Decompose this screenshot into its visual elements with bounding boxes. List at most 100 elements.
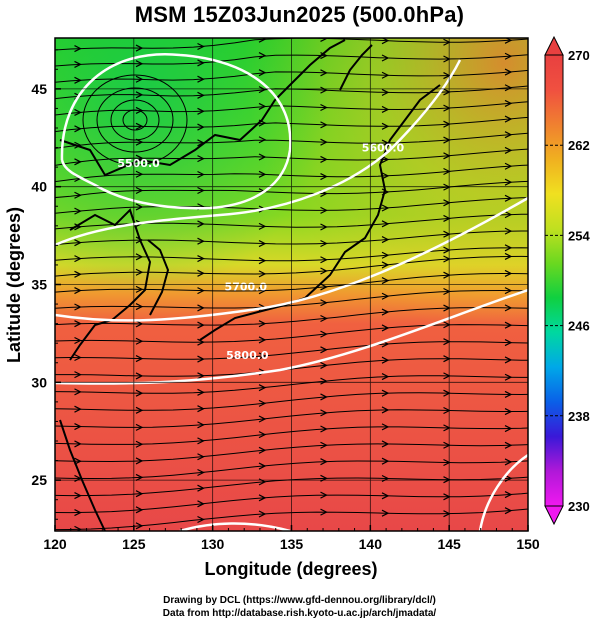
streamline-arrow <box>320 425 328 433</box>
chart-title: MSM 15Z03Jun2025 (500.0hPa) <box>134 2 465 27</box>
streamline-arrow <box>258 415 267 423</box>
streamline-arrow <box>381 122 390 130</box>
y-tick-label: 30 <box>31 374 47 390</box>
streamline-arrow <box>197 372 205 380</box>
streamline-arrow <box>74 207 82 215</box>
contour-5700 <box>55 196 528 322</box>
streamline-arrow <box>320 299 328 307</box>
streamline <box>55 289 528 309</box>
streamline <box>55 54 528 67</box>
streamline-arrow <box>258 52 267 60</box>
streamline-arrow <box>197 155 205 163</box>
streamline-arrow <box>135 268 144 276</box>
streamline-arrow <box>381 261 390 269</box>
streamline-arrow <box>197 269 205 277</box>
streamline-arrow <box>135 303 144 311</box>
streamline-arrow <box>381 277 390 285</box>
streamline <box>55 148 528 166</box>
streamline-arrow <box>258 102 267 110</box>
streamline-arrow <box>74 353 82 362</box>
streamline-arrow <box>504 441 513 449</box>
streamline-arrow <box>135 154 144 162</box>
contour-label: 5800.0 <box>226 349 269 362</box>
contour-5600 <box>55 59 462 247</box>
streamline-arrow <box>258 446 267 454</box>
streamline <box>55 476 528 497</box>
streamline-arrow <box>197 405 205 413</box>
streamline-arrow <box>197 421 205 429</box>
streamline-arrow <box>320 103 328 112</box>
streamline-arrow <box>74 336 82 345</box>
colorbar-label: 230 <box>568 499 590 514</box>
streamline-arrow <box>74 303 82 311</box>
streamline-arrow <box>381 509 390 517</box>
streamline-arrow <box>74 371 82 379</box>
streamline-arrow <box>135 203 144 211</box>
streamline-arrow <box>504 287 513 295</box>
streamline-arrow <box>135 406 144 414</box>
streamline-arrow <box>197 437 205 445</box>
streamline-arrow <box>197 468 205 477</box>
streamline-arrow <box>504 115 513 123</box>
streamline-arrow <box>258 257 267 265</box>
streamline-arrow <box>381 220 390 228</box>
streamline-arrow <box>74 388 82 396</box>
streamline-arrow <box>320 409 328 417</box>
streamline-arrow <box>135 106 144 115</box>
colorbar-bottom-arrow <box>544 505 564 526</box>
streamline-arrow <box>197 500 205 508</box>
streamline <box>55 426 528 445</box>
streamline-arrow <box>504 68 513 76</box>
coastline-china-korea <box>69 208 152 361</box>
streamline-arrow <box>504 211 513 219</box>
streamline-arrow <box>504 131 513 139</box>
streamline-arrow <box>258 86 267 94</box>
streamline <box>55 341 528 360</box>
streamline-arrow <box>320 458 328 466</box>
streamline-arrow <box>320 330 328 338</box>
streamline-arrow <box>320 223 328 231</box>
streamline-arrow <box>197 304 205 312</box>
streamline-arrow <box>197 453 205 461</box>
streamline-arrow <box>320 155 328 163</box>
x-tick-label: 125 <box>122 536 146 552</box>
colorbar: 270 262 254 246 238 230 <box>544 35 590 526</box>
streamline <box>55 255 528 277</box>
streamline-arrow <box>197 139 205 147</box>
streamline-arrow <box>320 173 328 181</box>
streamline-arrow <box>504 227 513 235</box>
streamline-arrow <box>197 388 205 396</box>
streamline-arrow <box>197 237 205 245</box>
y-tick-label: 25 <box>31 472 47 488</box>
streamline <box>55 132 528 149</box>
y-tick-label: 40 <box>31 179 47 195</box>
streamline-arrow <box>74 255 82 263</box>
streamline-arrow <box>258 119 267 127</box>
streamline-arrow <box>320 491 328 499</box>
streamline-arrow <box>258 38 267 43</box>
colorbar-label: 246 <box>568 319 590 334</box>
streamline-arrow <box>197 91 205 99</box>
streamline-arrow <box>504 252 513 260</box>
streamline-arrow <box>381 373 390 381</box>
streamline-arrow <box>381 492 390 500</box>
streamline-arrow <box>320 267 328 275</box>
streamline-arrow <box>504 458 513 466</box>
streamline-arrow <box>74 108 82 116</box>
streamline-arrow <box>504 356 513 364</box>
streamline-arrow <box>135 170 144 178</box>
streamline-arrow <box>197 338 205 346</box>
contour-5800-s <box>179 522 291 531</box>
streamline <box>55 443 528 463</box>
streamline-arrow <box>197 107 205 115</box>
streamline-arrow <box>381 292 390 300</box>
streamline-arrow <box>197 287 205 295</box>
streamline <box>55 164 528 183</box>
streamline-arrow <box>320 256 328 264</box>
credits: Drawing by DCL (https://www.gfd-dennou.o… <box>0 594 599 620</box>
streamline-arrow <box>258 222 267 230</box>
streamline-arrow <box>320 239 328 248</box>
streamline-arrow <box>258 287 267 295</box>
colorbar-label: 238 <box>568 409 590 424</box>
streamline-arrow <box>135 355 144 363</box>
